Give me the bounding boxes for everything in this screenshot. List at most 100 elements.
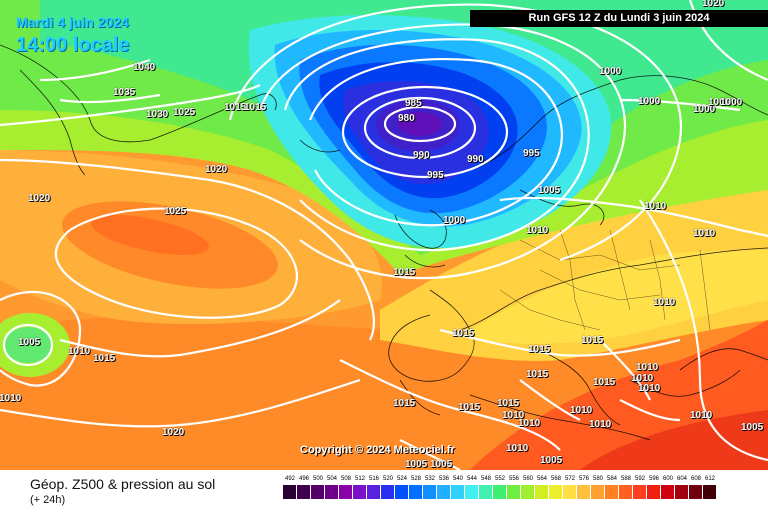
forecast-map: Mardi 4 juin 2024 14:00 locale Run GFS 1…: [0, 0, 768, 470]
scale-label: 508: [340, 476, 351, 482]
scale-swatch: [675, 485, 689, 499]
isobar-label: 1025: [164, 206, 187, 217]
scale-label: 492: [284, 476, 295, 482]
isobar-label: 1020: [702, 0, 725, 9]
scale-label: 600: [662, 476, 673, 482]
isobar-label: 1005: [741, 422, 764, 433]
copyright-notice: Copyright © 2024 Meteociel.fr: [300, 444, 455, 456]
scale-label: 592: [634, 476, 645, 482]
isobar-label: 1010: [518, 418, 541, 429]
scale-swatch: [367, 485, 381, 499]
isobar-label: 1015: [497, 398, 520, 409]
scale-swatch: [493, 485, 507, 499]
isobar-label: 1005: [405, 459, 428, 470]
map-title: Géop. Z500 & pression au sol: [30, 476, 216, 492]
scale-swatch: [283, 485, 297, 499]
legend-footer: Géop. Z500 & pression au sol (+ 24h) 492…: [0, 470, 768, 512]
scale-label: 604: [676, 476, 687, 482]
scale-swatch: [409, 485, 423, 499]
isobar-label: 1005: [540, 455, 563, 466]
isobar-label: 1010: [570, 405, 593, 416]
scale-label: 552: [494, 476, 505, 482]
isobar-label: 1035: [113, 87, 136, 98]
scale-label: 608: [690, 476, 701, 482]
isobar-label: 1000: [638, 96, 661, 107]
isobar-label: 1005: [18, 337, 41, 348]
isobar-label: 1010: [589, 419, 612, 430]
forecast-lead-time: (+ 24h): [30, 494, 66, 506]
isobar-label: 1010: [636, 362, 659, 373]
scale-swatch: [535, 485, 549, 499]
scale-swatch: [605, 485, 619, 499]
scale-label: 544: [466, 476, 477, 482]
isobar-label: 1000: [599, 66, 622, 77]
isobar-label: 1020: [205, 164, 228, 175]
isobar-label: 1010: [690, 410, 713, 421]
scale-swatch: [661, 485, 675, 499]
scale-swatch: [521, 485, 535, 499]
scale-label: 588: [620, 476, 631, 482]
scale-swatch: [325, 485, 339, 499]
isobar-label: 1010: [638, 383, 661, 394]
scale-label: 500: [312, 476, 323, 482]
isobar-label: 1010: [502, 410, 525, 421]
scale-label: 512: [354, 476, 365, 482]
scale-swatch: [381, 485, 395, 499]
isobar-label: 995: [427, 170, 444, 181]
scale-label: 540: [452, 476, 463, 482]
isobar-label: 1010: [693, 228, 716, 239]
scale-swatch: [353, 485, 367, 499]
isobar-label: 1005: [430, 459, 453, 470]
isobar-label: 990: [413, 150, 430, 161]
scale-swatch: [339, 485, 353, 499]
scale-label: 536: [438, 476, 449, 482]
isobar-label: 1015: [452, 328, 475, 339]
scale-swatch: [591, 485, 605, 499]
scale-swatch: [507, 485, 521, 499]
scale-label: 556: [508, 476, 519, 482]
scale-label: 524: [396, 476, 407, 482]
isobar-label: 1005: [538, 185, 561, 196]
isobar-label: 995: [523, 148, 540, 159]
isobar-label: 1010: [644, 201, 667, 212]
isobar-label: 980: [398, 113, 415, 124]
isobar-label: 1010: [68, 346, 91, 357]
isobar-label: 1025: [173, 107, 196, 118]
isobar-label: 1020: [162, 427, 185, 438]
scale-label: 504: [326, 476, 337, 482]
isobar-label: 1015: [593, 377, 616, 388]
run-banner: Run GFS 12 Z du Lundi 3 juin 2024: [470, 10, 768, 27]
isobar-label: 1015: [526, 369, 549, 380]
scale-swatch: [577, 485, 591, 499]
scale-swatch: [549, 485, 563, 499]
scale-label: 548: [480, 476, 491, 482]
scale-swatch: [423, 485, 437, 499]
isobar-label: 990: [467, 154, 484, 165]
isobar-label: 1030: [146, 109, 169, 120]
scale-label: 612: [704, 476, 715, 482]
isobar-label: 1000: [443, 215, 466, 226]
isobar-label: 1040: [133, 62, 156, 73]
scale-swatch: [647, 485, 661, 499]
isobar-label: 1015: [581, 335, 604, 346]
forecast-local-time: 14:00 locale: [16, 34, 130, 56]
scale-label: 532: [424, 476, 435, 482]
scale-swatch: [689, 485, 703, 499]
scale-swatch: [703, 485, 717, 499]
isobar-label: 1015: [93, 353, 116, 364]
geopotential-field: [0, 0, 768, 470]
isobar-label: 1020: [28, 193, 51, 204]
scale-label: 596: [648, 476, 659, 482]
scale-label: 568: [550, 476, 561, 482]
scale-label: 528: [410, 476, 421, 482]
isobar-label: 1000: [708, 97, 731, 108]
scale-label: 516: [368, 476, 379, 482]
isobar-label: 1015: [393, 398, 416, 409]
scale-label: 564: [536, 476, 547, 482]
isobar-label: 1015: [244, 102, 267, 113]
scale-label: 576: [578, 476, 589, 482]
isobar-label: 985: [405, 98, 422, 109]
isobar-label: 1010: [653, 297, 676, 308]
isobar-label: 1010: [0, 393, 22, 404]
isobar-label: 1015: [528, 344, 551, 355]
